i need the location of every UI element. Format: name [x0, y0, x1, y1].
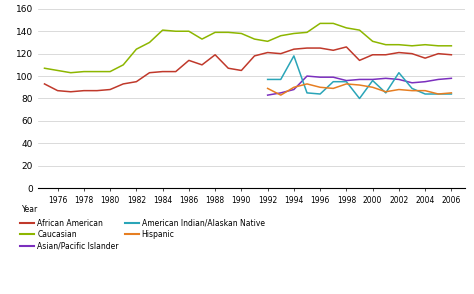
Legend: African American, Caucasian, Asian/Pacific Islander, American Indian/Alaskan Nat: African American, Caucasian, Asian/Pacif… — [20, 219, 264, 250]
Text: Year: Year — [22, 205, 38, 214]
